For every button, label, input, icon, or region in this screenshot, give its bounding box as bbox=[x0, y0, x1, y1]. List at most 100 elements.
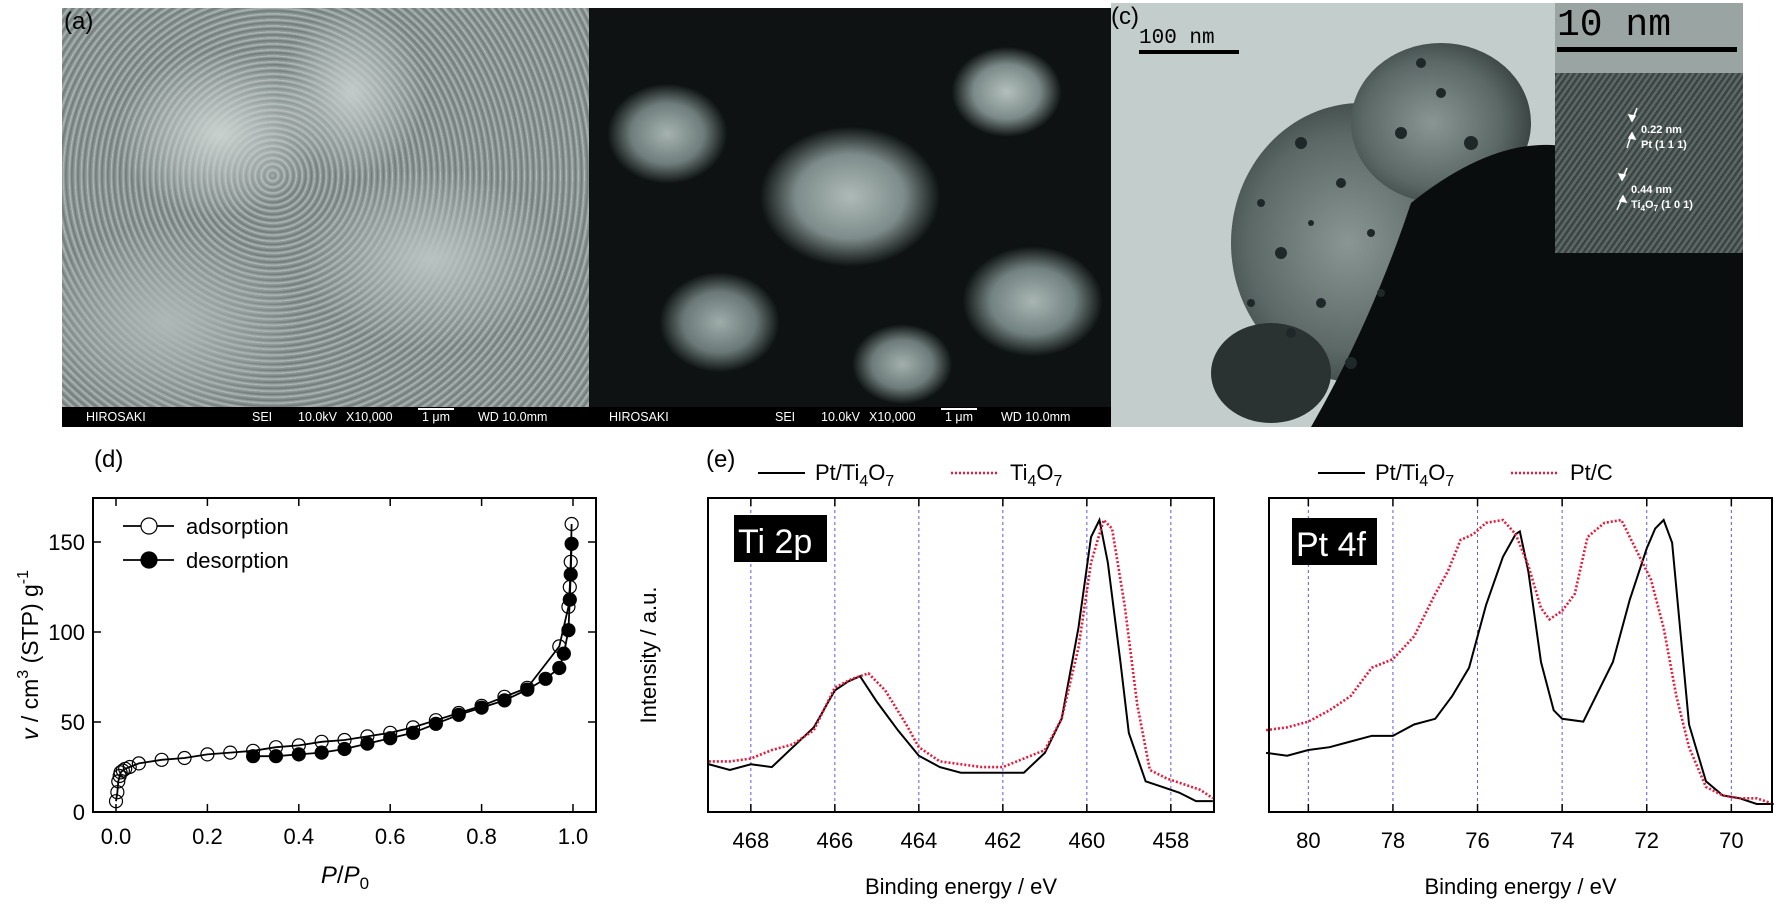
x-tick-label: 78 bbox=[1381, 828, 1405, 853]
adsorption-marker bbox=[200, 747, 215, 762]
spectrum-title-box bbox=[1292, 518, 1377, 565]
desorption-marker bbox=[314, 745, 329, 760]
infobar-mode: SEI bbox=[775, 410, 796, 424]
desorption-marker bbox=[337, 741, 352, 757]
x-tick-label: 0.6 bbox=[375, 824, 406, 849]
desorption-marker bbox=[246, 749, 261, 764]
x-tick-label: 74 bbox=[1550, 828, 1574, 853]
lattice-annotation-ti4o7: 0.44 nm Ti4O7 (1 0 1) bbox=[1631, 183, 1693, 215]
y-tick-label: 150 bbox=[48, 530, 85, 555]
x-axis-label: Binding energy / eV bbox=[1424, 874, 1616, 899]
Pt/Ti4O7-curve bbox=[708, 516, 1213, 803]
infobar-magnification: X10,000 bbox=[346, 410, 393, 424]
adsorption-marker bbox=[564, 516, 579, 532]
ti4o7-plane: Ti4O7 (1 0 1) bbox=[1631, 198, 1693, 214]
legend-label: adsorption bbox=[186, 514, 289, 539]
adsorption-marker bbox=[154, 752, 169, 767]
x-tick-label: 464 bbox=[900, 828, 937, 853]
adsorption-marker bbox=[115, 763, 130, 778]
legend-label-1: Pt/Ti4O7 bbox=[1375, 460, 1454, 490]
desorption-marker bbox=[360, 736, 375, 751]
plot-frame bbox=[1268, 497, 1773, 813]
ti4o7-spacing: 0.44 nm bbox=[1631, 184, 1672, 196]
desorption-marker bbox=[291, 747, 306, 762]
infobar-magnification: X10,000 bbox=[869, 410, 916, 424]
desorption-marker bbox=[561, 623, 576, 638]
desorption-marker bbox=[405, 725, 421, 740]
desorption-marker bbox=[428, 716, 443, 731]
x-tick-label: 1.0 bbox=[558, 824, 589, 849]
x-tick-label: 460 bbox=[1068, 828, 1105, 853]
xps-pt4f-chart: 80 78 76 74 72 70 Pt 4f Binding energy / eV Pt/T… bbox=[1265, 460, 1774, 899]
x-tick-label: 466 bbox=[816, 828, 853, 853]
sem-image-b: HIROSAKI SEI 10.0kV X10,000 1 μm WD 10.0… bbox=[589, 8, 1111, 427]
sem-image-a: (a) HIROSAKI SEI 10.0kV X10,000 1 μm WD … bbox=[62, 8, 589, 427]
desorption-marker bbox=[383, 731, 398, 746]
scale-bar-10nm: 10 nm bbox=[1557, 5, 1737, 52]
scale-bar-100nm: 100 nm bbox=[1139, 27, 1239, 54]
y-axis-label: v / cm3 (STP) g-1 bbox=[15, 570, 43, 740]
inset-background bbox=[1555, 3, 1743, 73]
pt-spacing: 0.22 nm bbox=[1641, 124, 1682, 136]
panel-label-e: (e) bbox=[706, 446, 736, 473]
legend-marker bbox=[140, 551, 158, 569]
desorption-marker bbox=[451, 707, 466, 722]
desorption-marker bbox=[538, 671, 553, 686]
x-tick-label: 80 bbox=[1296, 828, 1320, 853]
legend-marker bbox=[140, 517, 158, 535]
x-tick-label: 458 bbox=[1152, 828, 1189, 853]
infobar-lab: HIROSAKI bbox=[86, 410, 146, 424]
xps-ti2p-chart: 468 466 464 462 460 458 Ti 2p Binding energy / … bbox=[640, 460, 1215, 899]
lattice-annotation-pt: 0.22 nm Pt (1 1 1) bbox=[1641, 123, 1687, 153]
plot-frame bbox=[92, 497, 597, 813]
spectrum-title-box bbox=[734, 515, 827, 562]
isotherm-chart: 0.0 0.2 0.4 0.6 0.8 1.0 0 50 100 150 P/P0 v / cm3 (… bbox=[15, 497, 597, 893]
y-tick-label: 50 bbox=[61, 710, 85, 735]
adsorption-marker bbox=[110, 785, 125, 800]
sem-infobar-b: HIROSAKI SEI 10.0kV X10,000 1 μm WD 10.0… bbox=[589, 407, 1111, 427]
desorption-marker bbox=[474, 700, 489, 715]
sem-infobar-a: HIROSAKI SEI 10.0kV X10,000 1 μm WD 10.0… bbox=[62, 407, 589, 427]
lattice-arrows bbox=[1616, 107, 1638, 211]
adsorption-marker bbox=[177, 750, 192, 766]
desorption-marker bbox=[497, 693, 512, 708]
infobar-mode: SEI bbox=[252, 410, 273, 424]
scale-bar-10nm-label: 10 nm bbox=[1557, 4, 1672, 47]
hrtem-inset: 10 nm 0.22 nm Pt (1 1 1) 0.44 nm Ti4O7 (… bbox=[1555, 3, 1743, 253]
desorption-marker bbox=[563, 567, 578, 582]
x-tick-label: 468 bbox=[732, 828, 769, 853]
spectrum-title: Pt 4f bbox=[1296, 526, 1366, 564]
panel-label-d: (d) bbox=[94, 446, 124, 473]
infobar-lab: HIROSAKI bbox=[609, 410, 669, 424]
Pt/Ti4O7-curve bbox=[1265, 518, 1774, 805]
infobar-wd: WD 10.0mm bbox=[478, 410, 548, 424]
legend-label-2: Pt/C bbox=[1570, 460, 1613, 485]
plot-frame bbox=[707, 497, 1215, 813]
legend-label-1: Pt/Ti4O7 bbox=[815, 460, 894, 490]
desorption-marker bbox=[556, 646, 571, 661]
tem-image-c: (c) 100 nm 10 nm 0.22 nm Pt (1 1 1) 0.44… bbox=[1111, 3, 1743, 427]
x-tick-label: 76 bbox=[1465, 828, 1489, 853]
infobar-voltage: 10.0kV bbox=[298, 410, 337, 424]
panel-label-c: (c) bbox=[1111, 3, 1139, 30]
desorption-marker bbox=[552, 660, 567, 676]
Ti4O7-curve bbox=[708, 517, 1214, 800]
x-axis-label: P/P0 bbox=[321, 862, 369, 893]
desorption-marker bbox=[562, 592, 577, 607]
infobar-wd: WD 10.0mm bbox=[1001, 410, 1071, 424]
x-tick-label: 0.2 bbox=[192, 824, 223, 849]
y-axis-label: Intensity / a.u. bbox=[640, 587, 661, 724]
pt-plane: Pt (1 1 1) bbox=[1641, 138, 1687, 151]
x-tick-label: 0.0 bbox=[101, 824, 132, 849]
adsorption-marker bbox=[108, 794, 124, 809]
x-tick-label: 70 bbox=[1719, 828, 1743, 853]
scale-bar-100nm-label: 100 nm bbox=[1139, 27, 1215, 50]
x-tick-label: 0.8 bbox=[466, 824, 497, 849]
x-tick-label: 462 bbox=[984, 828, 1021, 853]
infobar-scale: 1 μm bbox=[941, 408, 978, 424]
x-tick-label: 0.4 bbox=[284, 824, 315, 849]
panel-label-a: (a) bbox=[64, 8, 94, 35]
infobar-voltage: 10.0kV bbox=[821, 410, 860, 424]
desorption-marker bbox=[564, 536, 579, 551]
legend-label: desorption bbox=[186, 548, 289, 573]
